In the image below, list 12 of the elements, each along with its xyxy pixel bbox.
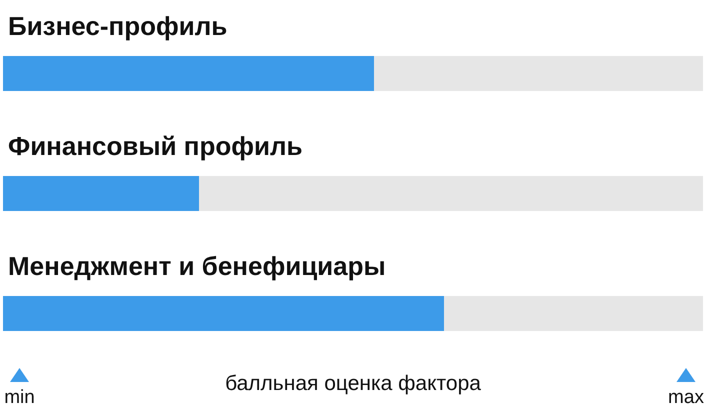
y-tick-label: Финансовый профиль bbox=[8, 131, 302, 161]
bar bbox=[199, 176, 703, 211]
annotation: max bbox=[668, 387, 704, 408]
bar bbox=[374, 56, 703, 91]
bar bbox=[3, 296, 444, 331]
bar bbox=[3, 56, 374, 91]
y-tick-label: Менеджмент и бенефициары bbox=[8, 251, 386, 281]
x-axis-title: балльная оценка фактора bbox=[225, 372, 482, 395]
annotation: min bbox=[4, 387, 35, 408]
bar bbox=[3, 176, 199, 211]
bar bbox=[444, 296, 703, 331]
y-tick-label: Бизнес-профиль bbox=[8, 11, 228, 41]
